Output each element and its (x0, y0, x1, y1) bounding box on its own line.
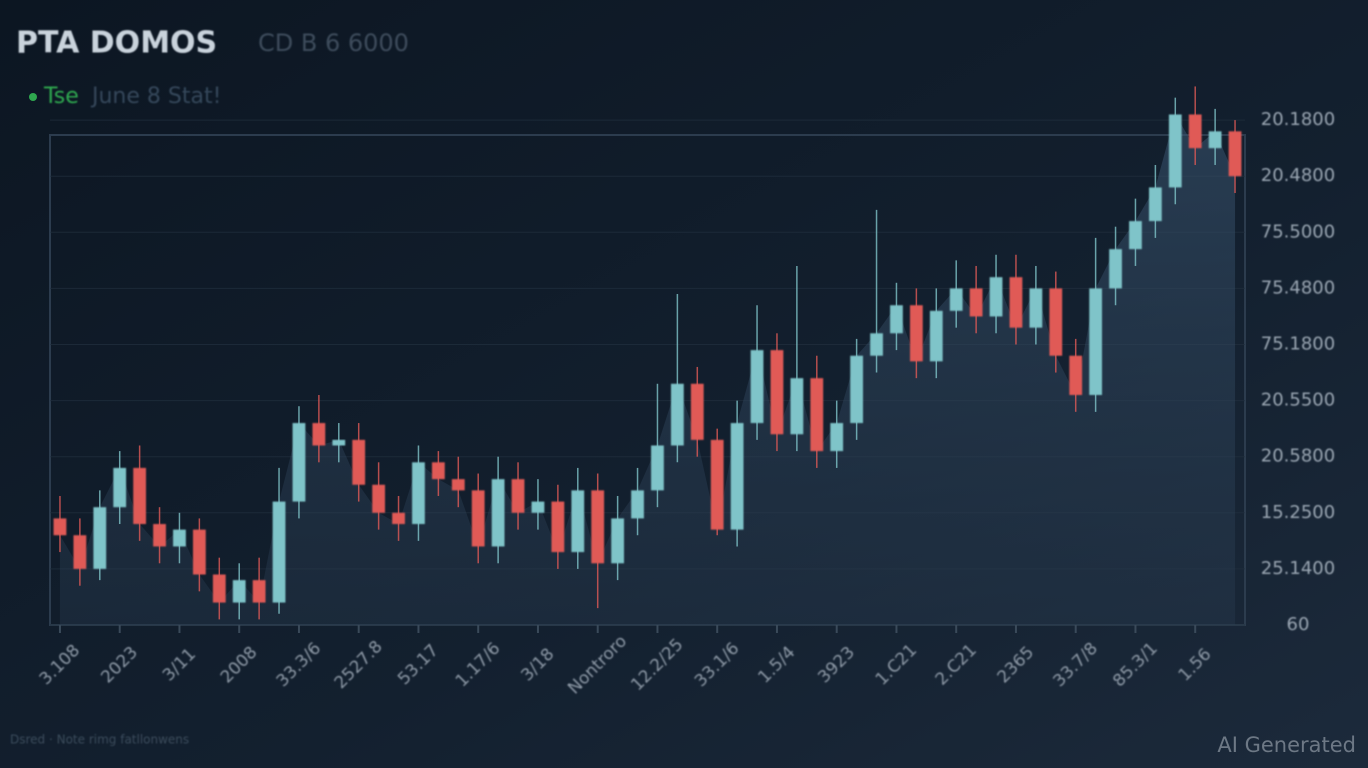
candle-body (949, 288, 963, 311)
y-tick-label: 15.2500 (1261, 502, 1335, 523)
legend-marker: Tse (43, 84, 79, 109)
candle-body (272, 501, 286, 603)
y-tick-label: 20.5500 (1261, 390, 1335, 411)
candle-body (412, 462, 425, 525)
candle-body (631, 490, 644, 519)
candle-body (312, 423, 326, 446)
candle-body (969, 288, 983, 317)
candle-body (1228, 131, 1242, 177)
candle-body (73, 535, 87, 569)
candle-body (352, 439, 366, 485)
y-tick-label: 20.5800 (1261, 446, 1335, 467)
candle-body (850, 355, 863, 424)
candle-body (1129, 221, 1142, 250)
candle-body (471, 490, 485, 547)
candle-body (1069, 355, 1083, 395)
y-tick-label: 20.4800 (1261, 165, 1335, 186)
candle-body (830, 423, 844, 452)
candle-body (1168, 114, 1182, 188)
candle-body (173, 529, 186, 547)
candle-body (611, 518, 624, 564)
price-area (59, 114, 1236, 626)
note: Dsred · Note rimg fatllonwens (10, 733, 189, 747)
candle-body (1089, 288, 1102, 395)
legend-label: June 8 Stat! (90, 84, 221, 109)
candle-body (1149, 187, 1162, 222)
candle-body (193, 529, 206, 575)
candle-body (989, 277, 1003, 317)
candle-body (392, 512, 405, 525)
candle-body (1009, 277, 1023, 328)
chart-subtitle: CD B 6 6000 (258, 29, 409, 57)
candle-body (730, 423, 744, 530)
candle-body (252, 580, 266, 603)
candle-body (750, 350, 764, 424)
candle-body (292, 423, 306, 502)
y-tick-label: 25.1400 (1261, 558, 1335, 579)
candle-body (810, 378, 824, 452)
candle-body (232, 580, 246, 603)
watermark: AI Generated (1217, 733, 1356, 757)
legend-dot (29, 93, 37, 101)
candle-body (870, 333, 883, 356)
candle-body (890, 305, 903, 334)
candle-body (571, 490, 585, 553)
y-tick-label: 75.4800 (1261, 277, 1335, 298)
candle-body (910, 305, 923, 362)
candle-body (1109, 249, 1122, 289)
candle-body (153, 524, 166, 547)
candle-body (671, 383, 684, 446)
candle-body (690, 383, 704, 440)
candle-body (770, 350, 784, 435)
y-tick-label: 75.1800 (1261, 334, 1335, 355)
candle-body (1049, 288, 1063, 356)
y-tick-label: 20.1800 (1261, 109, 1335, 130)
candle-body (133, 467, 146, 525)
candle-body (511, 479, 525, 513)
candle-body (531, 501, 545, 513)
candle-body (591, 490, 605, 564)
candle-body (1188, 114, 1202, 149)
candle-body (212, 574, 226, 603)
candle-body (1208, 131, 1222, 149)
candle-body (113, 467, 127, 508)
candle-body (332, 439, 346, 446)
candle-body (451, 479, 465, 491)
chart-title: PTA DOMOS (16, 26, 217, 61)
candle-body (929, 310, 943, 362)
y-tick-label: 60 (1287, 614, 1310, 635)
candle-body (432, 462, 445, 480)
y-tick-label: 75.5000 (1261, 221, 1335, 242)
candle-body (651, 445, 664, 491)
candle-body (1029, 288, 1043, 328)
candle-body (372, 484, 385, 513)
candle-body (790, 378, 804, 435)
candle-body (93, 507, 107, 569)
candle-body (53, 518, 67, 536)
candle-body (710, 439, 724, 530)
candle-body (551, 501, 565, 553)
candle-body (491, 479, 505, 547)
